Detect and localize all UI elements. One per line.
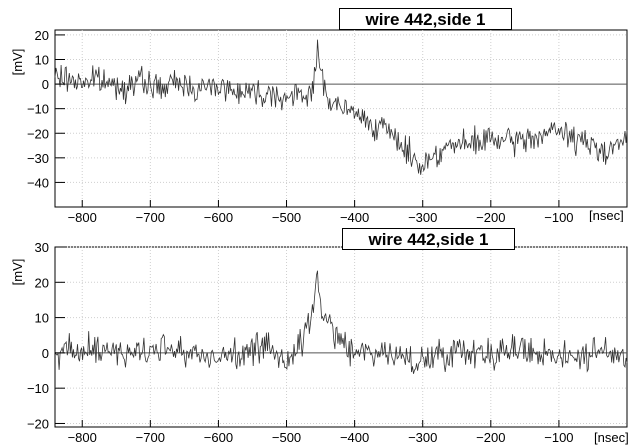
x-tick-label: −700 (136, 430, 165, 445)
y-tick-label: 10 (35, 53, 49, 68)
x-tick-label: −800 (68, 210, 97, 222)
y-tick-label: 20 (35, 275, 49, 290)
x-axis-label: [nsec] (589, 208, 624, 222)
tick-layer (55, 246, 560, 427)
tick-layer (55, 34, 560, 207)
chart-panel-bottom: −800 −700 −600 −500 −400 −300 −200 −100 30 20 10 0 −… (0, 222, 642, 447)
x-tick-label: −600 (204, 210, 233, 222)
y-tick-label: 0 (42, 77, 49, 92)
x-tick-label: −500 (272, 210, 301, 222)
series-line (54, 39, 628, 175)
x-tick-label: −300 (408, 430, 437, 445)
x-axis-label: [nsec] (594, 430, 629, 445)
y-tick-label: 30 (35, 240, 49, 255)
x-tick-label: −300 (408, 210, 437, 222)
chart-title: wire 442,side 1 (339, 8, 512, 30)
y-tick-label: −10 (27, 102, 49, 117)
series-layer (54, 270, 628, 374)
chart-svg-bottom: −800 −700 −600 −500 −400 −300 −200 −100 30 20 10 0 −… (10, 240, 629, 445)
tick-label-layer: −800 −700 −600 −500 −400 −300 −200 −100 30 20 10 0 −… (27, 240, 574, 445)
y-axis-label: [mV] (10, 49, 25, 76)
chart-panel-top: −800 −700 −600 −500 −400 −300 −200 −100 20 10 0 −10… (0, 0, 642, 222)
y-tick-label: −40 (27, 175, 49, 190)
y-tick-label: 0 (42, 346, 49, 361)
y-tick-label: −10 (27, 381, 49, 396)
series-line (54, 270, 628, 374)
y-tick-label: 10 (35, 311, 49, 326)
x-tick-label: −100 (544, 210, 573, 222)
x-tick-label: −200 (476, 430, 505, 445)
chart-svg-top: −800 −700 −600 −500 −400 −300 −200 −100 20 10 0 −10… (10, 28, 628, 222)
y-axis-label: [mV] (10, 259, 25, 286)
y-tick-label: −20 (27, 126, 49, 141)
grid-layer (55, 246, 627, 427)
plot-frame (54, 29, 628, 208)
series-layer (54, 39, 628, 175)
x-tick-label: −400 (340, 210, 369, 222)
tick-label-layer: −800 −700 −600 −500 −400 −300 −200 −100 20 10 0 −10… (27, 28, 574, 222)
x-tick-label: −500 (272, 430, 301, 445)
x-tick-label: −100 (544, 430, 573, 445)
y-tick-label: −20 (27, 416, 49, 431)
x-tick-label: −700 (136, 210, 165, 222)
x-tick-label: −600 (204, 430, 233, 445)
y-tick-label: 20 (35, 28, 49, 43)
x-tick-label: −200 (476, 210, 505, 222)
x-tick-label: −800 (68, 430, 97, 445)
x-tick-label: −400 (340, 430, 369, 445)
chart-title: wire 442,side 1 (342, 228, 515, 250)
y-tick-label: −30 (27, 151, 49, 166)
